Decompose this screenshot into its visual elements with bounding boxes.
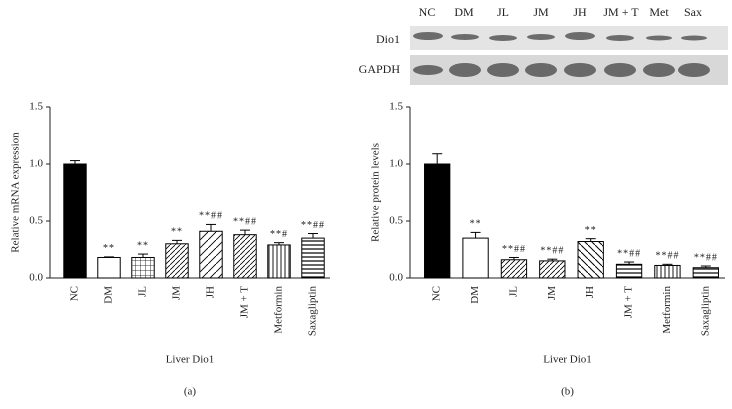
significance-label: **## <box>617 248 641 259</box>
x-tick-label: NC <box>431 286 443 301</box>
panel-label: (a) <box>184 386 197 398</box>
y-axis-label: Relative mRNA expression <box>10 132 22 253</box>
significance-label: ** <box>103 243 115 254</box>
y-axis-label: Relative protein levels <box>370 143 382 242</box>
x-tick-label: Saxagliptin <box>699 286 711 337</box>
x-tick-label: JL <box>137 286 149 297</box>
bar <box>692 267 719 279</box>
lane-label: JM <box>533 5 549 19</box>
x-axis-label: Liver Dio1 <box>166 354 215 366</box>
lane-label: Sax <box>684 5 702 19</box>
bar <box>63 163 87 279</box>
x-tick-label: JM <box>171 286 183 300</box>
x-tick-label: JM <box>546 286 558 300</box>
y-tick-label: 1.5 <box>29 101 43 113</box>
significance-label: **# <box>270 229 288 240</box>
x-tick-label: NC <box>69 286 81 301</box>
y-tick-label: 0.0 <box>389 272 403 284</box>
x-tick-label: JH <box>205 286 217 298</box>
bar <box>500 259 528 279</box>
y-tick-label: 0.5 <box>389 215 403 227</box>
x-tick-label: Metformin <box>273 286 285 334</box>
bar <box>199 230 223 279</box>
significance-label: ** <box>585 225 597 236</box>
lane-label: JL <box>497 5 509 19</box>
lane-label: NC <box>419 5 436 19</box>
bar <box>539 260 566 279</box>
significance-label: **## <box>540 245 564 256</box>
lane-label: JH <box>573 5 587 19</box>
x-tick-label: Metformin <box>661 286 673 334</box>
x-tick-label: JH <box>584 286 596 298</box>
significance-label: **## <box>301 220 325 231</box>
bar <box>462 237 489 279</box>
row-label: Dio1 <box>376 32 400 46</box>
y-tick-label: 0.0 <box>29 272 43 284</box>
x-tick-label: JM + T <box>623 286 635 319</box>
significance-label: **## <box>694 252 718 263</box>
bar <box>131 256 155 279</box>
x-tick-label: JL <box>507 286 519 297</box>
x-axis-label: Liver Dio1 <box>543 354 592 366</box>
y-tick-label: 1.0 <box>389 158 403 170</box>
bar <box>233 234 257 279</box>
x-tick-label: DM <box>103 286 115 304</box>
bar <box>165 243 189 279</box>
y-tick-label: 1.0 <box>29 158 43 170</box>
significance-label: **## <box>655 251 679 262</box>
western-blot <box>410 26 728 85</box>
significance-label: ** <box>171 227 183 238</box>
x-tick-label: Saxagliptin <box>307 286 319 337</box>
row-label: GAPDH <box>359 62 401 76</box>
lane-label: DM <box>454 5 474 19</box>
x-tick-label: DM <box>469 286 481 304</box>
bar <box>654 264 681 279</box>
significance-label: ** <box>470 219 482 230</box>
significance-label: **## <box>233 216 257 227</box>
bar <box>301 237 325 279</box>
blot-bands <box>413 32 710 77</box>
y-tick-label: 1.5 <box>389 101 403 113</box>
y-tick-label: 0.5 <box>29 215 43 227</box>
significance-label: ** <box>137 240 149 251</box>
bar <box>424 163 451 279</box>
bar <box>615 263 643 279</box>
lane-label: Met <box>649 5 669 19</box>
panel-label: (b) <box>561 386 574 398</box>
bar <box>97 256 121 279</box>
bar <box>577 241 604 279</box>
lane-label: JM + T <box>603 5 639 19</box>
bar <box>267 244 291 279</box>
significance-label: **## <box>199 211 223 222</box>
significance-label: **## <box>502 244 526 255</box>
x-tick-label: JM + T <box>239 286 251 319</box>
